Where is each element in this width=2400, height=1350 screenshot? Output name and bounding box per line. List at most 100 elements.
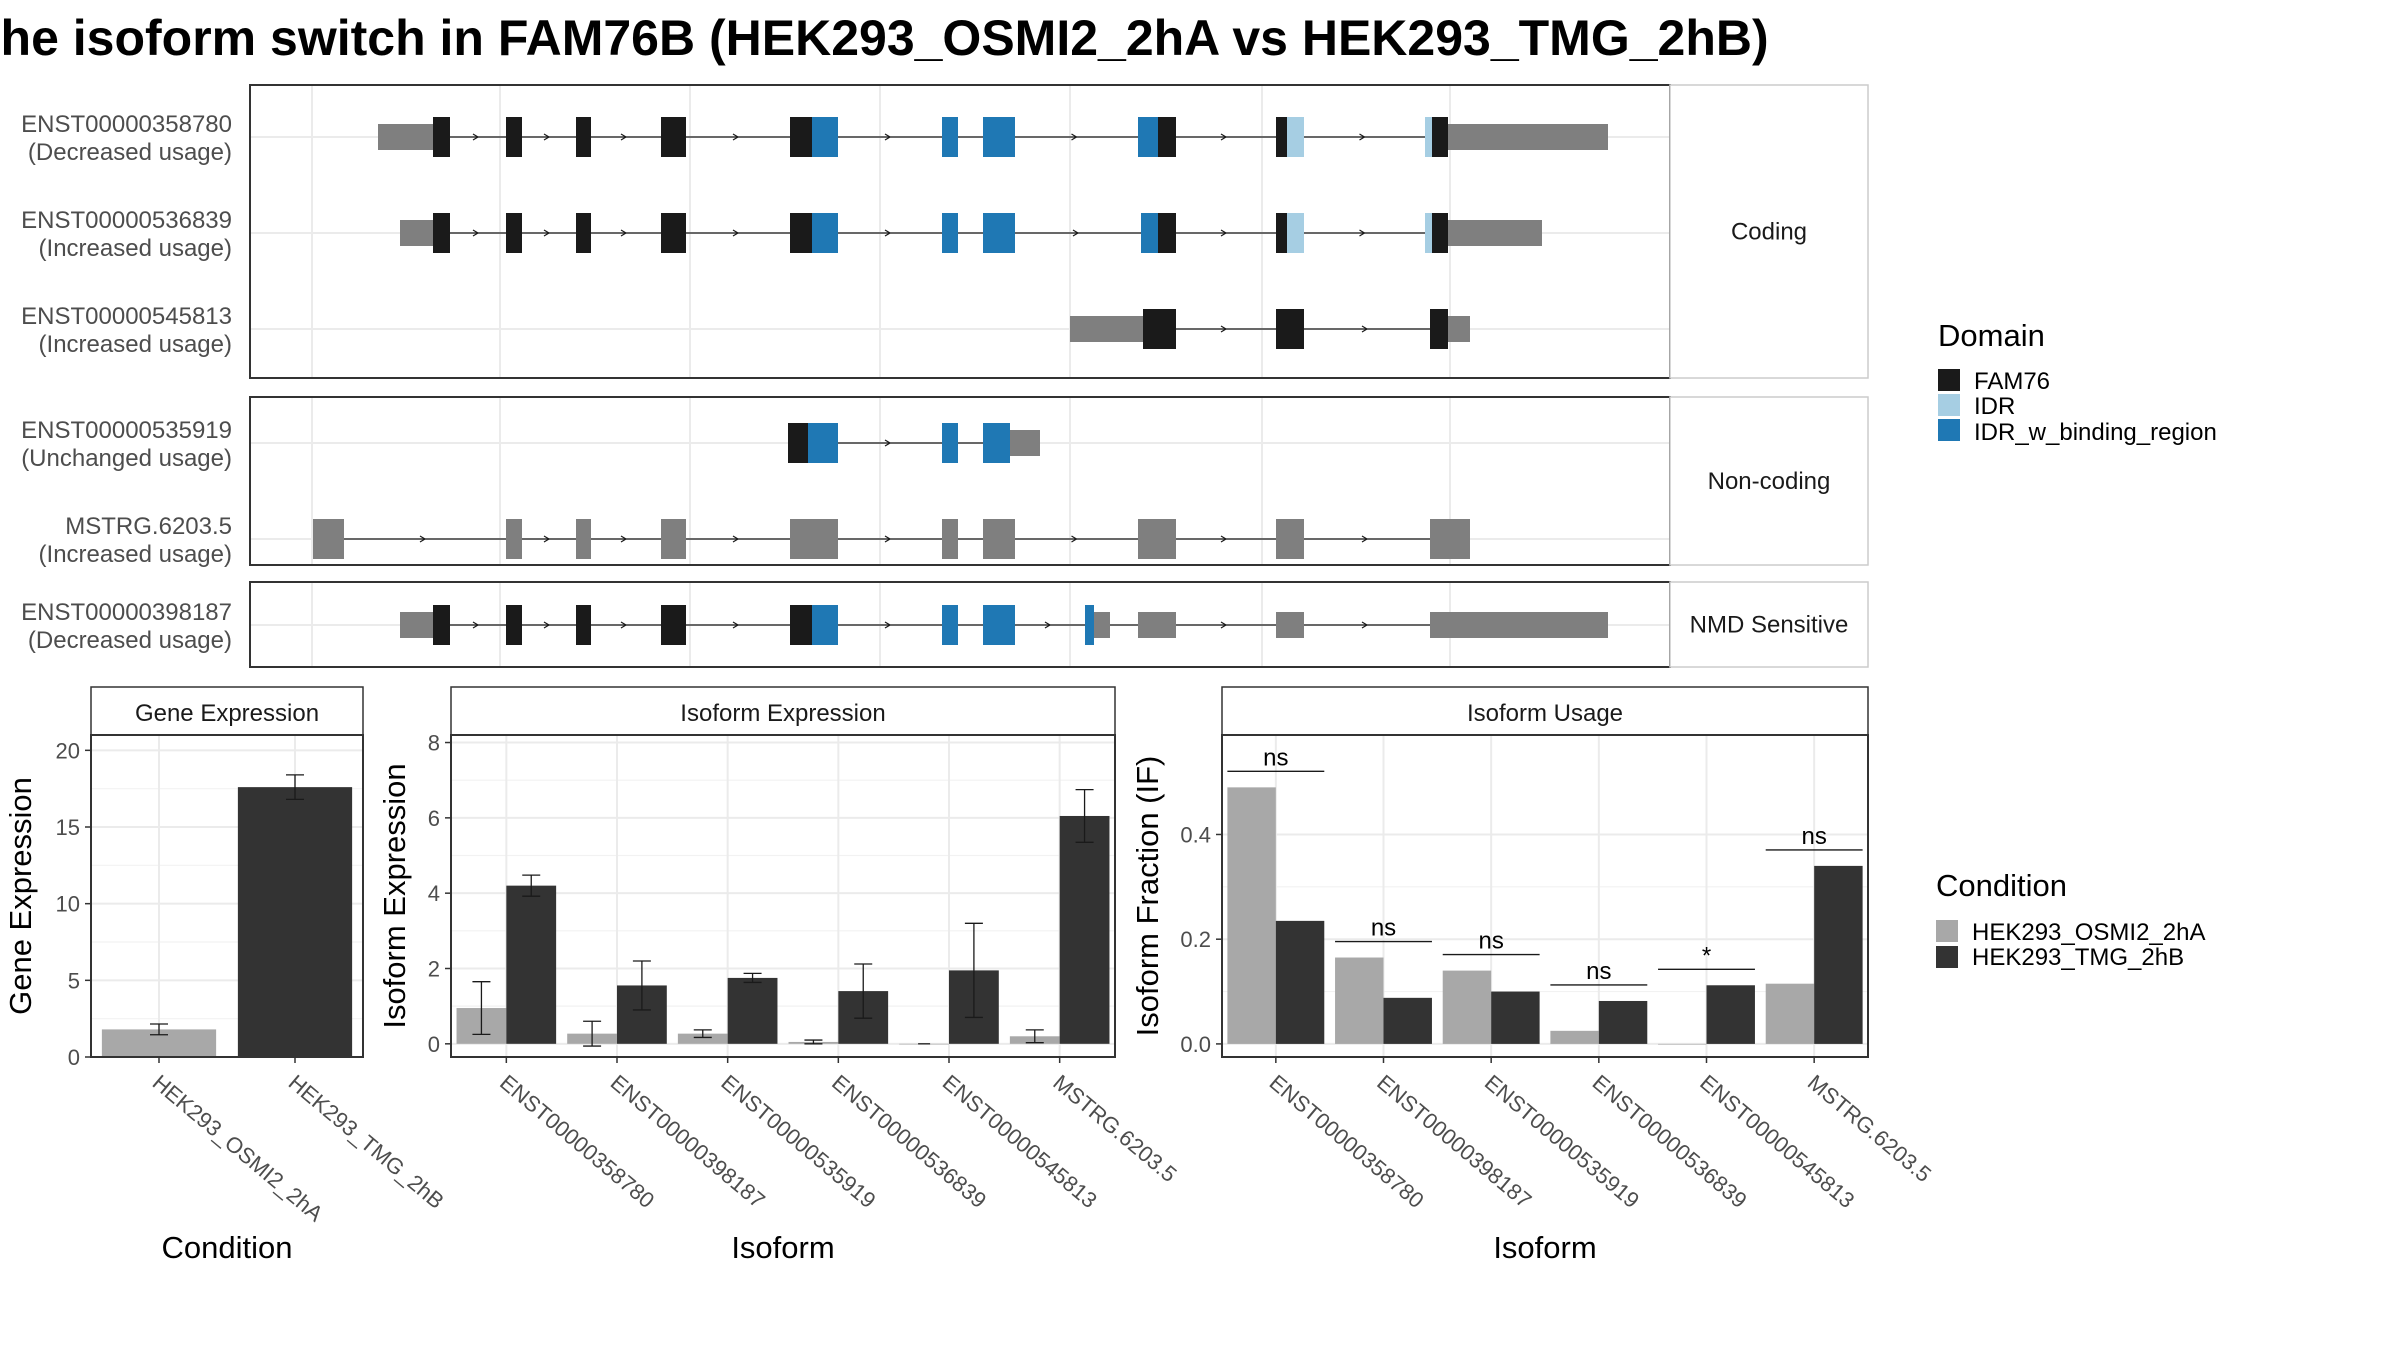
legend-key-tmg xyxy=(1936,946,1958,968)
expression-charts: Gene Expression05101520HEK293_OSMI2_2hAH… xyxy=(3,686,1936,1265)
transcript-id-label: ENST00000398187 xyxy=(21,599,232,626)
x-axis-title: Condition xyxy=(162,1230,293,1265)
exon-FAM76 xyxy=(661,117,686,157)
condition-legend-title: Condition xyxy=(1936,868,2067,903)
exon-FAM76 xyxy=(433,605,450,645)
bar-ENST00000398187-HEK293_OSMI2_2hA xyxy=(1335,957,1384,1044)
exon-FAM76 xyxy=(506,213,522,253)
bar-ENST00000535919-HEK293_OSMI2_2hA xyxy=(677,1033,728,1044)
intron-arrow xyxy=(1220,621,1228,629)
error-bar xyxy=(472,981,491,1036)
exon-IDR xyxy=(1425,117,1432,157)
bar-MSTRG.6203.5-HEK293_TMG_2hB xyxy=(1059,815,1110,1044)
x-axis-title: Isoform xyxy=(1493,1230,1596,1265)
intron-arrow xyxy=(732,621,740,629)
transcript-usage-label: (Unchanged usage) xyxy=(21,445,232,472)
intron-arrow xyxy=(620,133,628,141)
exon-IDR_w_binding_region xyxy=(1085,605,1094,645)
strip-box xyxy=(1669,84,1869,379)
legend-label-idr-binding: IDR_w_binding_region xyxy=(1974,419,2217,446)
error-bar xyxy=(583,1020,602,1047)
legend-label-osmi2: HEK293_OSMI2_2hA xyxy=(1972,919,2205,946)
utr-block xyxy=(1094,612,1110,638)
exon-IDR_w_binding_region xyxy=(942,605,958,645)
intron-arrow xyxy=(620,229,628,237)
strip-label: Coding xyxy=(1731,219,1807,246)
transcript-id-label: MSTRG.6203.5 xyxy=(65,513,232,540)
intron-arrow xyxy=(472,229,480,237)
utr-block xyxy=(790,519,838,559)
domain-legend: Domain FAM76 IDR IDR_w_binding_region xyxy=(1938,318,2217,446)
plot-border xyxy=(90,734,364,1058)
bar-MSTRG.6203.5-HEK293_TMG_2hB xyxy=(1814,865,1863,1044)
intron-arrow xyxy=(1361,325,1369,333)
transcript-MSTRG.6203.5: MSTRG.6203.5(Increased usage) xyxy=(39,513,1470,568)
utr-block xyxy=(1448,220,1458,246)
bar-ENST00000535919-HEK293_OSMI2_2hA xyxy=(1442,970,1492,1044)
y-tick-label: 10 xyxy=(56,892,80,917)
exon-IDR_w_binding_region xyxy=(1141,213,1158,253)
exon-FAM76 xyxy=(1276,309,1304,349)
error-bar xyxy=(693,1029,712,1039)
chart-strip xyxy=(450,686,1116,736)
exon-FAM76 xyxy=(1432,117,1448,157)
utr-block xyxy=(1430,612,1608,638)
error-bar xyxy=(964,922,983,1019)
y-tick-label: 6 xyxy=(428,806,440,831)
chart-1: Isoform Expression02468ENST00000358780EN… xyxy=(377,686,1182,1265)
utr-block xyxy=(942,519,958,559)
utr-block xyxy=(661,519,686,559)
intron-arrow xyxy=(884,229,892,237)
intron-arrow xyxy=(1359,133,1366,141)
plot-border xyxy=(450,734,1116,1058)
error-bar xyxy=(150,1023,168,1036)
y-tick-label: 0 xyxy=(428,1032,440,1057)
exon-IDR_w_binding_region xyxy=(983,117,1015,157)
transcript-id-label: ENST00000358780 xyxy=(21,111,232,138)
intron-arrow xyxy=(1071,535,1078,543)
utr-block xyxy=(1448,316,1470,342)
bar-ENST00000358780-HEK293_OSMI2_2hA xyxy=(1227,787,1276,1044)
utr-block xyxy=(1448,124,1458,150)
intron-arrow xyxy=(732,535,740,543)
transcript-ENST00000398187: ENST00000398187(Decreased usage) xyxy=(21,599,1608,654)
utr-block xyxy=(1138,612,1176,638)
y-tick-label: 4 xyxy=(428,881,440,906)
utr-block xyxy=(400,612,433,638)
y-axis-title: Isoform Fraction (IF) xyxy=(1130,756,1165,1037)
exon-FAM76 xyxy=(661,213,686,253)
transcript-id-label: ENST00000536839 xyxy=(21,207,232,234)
exon-FAM76 xyxy=(576,117,591,157)
strip-label: Non-coding xyxy=(1708,468,1831,495)
transcript-usage-label: (Increased usage) xyxy=(39,541,232,568)
exon-IDR_w_binding_region xyxy=(812,605,838,645)
significance-label: ns xyxy=(1801,823,1826,850)
bar-ENST00000535919-HEK293_TMG_2hB xyxy=(1491,991,1540,1044)
exon-FAM76 xyxy=(506,117,522,157)
figure-title: The isoform switch in FAM76B (HEK293_OSM… xyxy=(0,10,1769,66)
intron-arrow xyxy=(732,229,740,237)
utr-block xyxy=(313,519,344,559)
utr-block xyxy=(1276,519,1304,559)
exon-FAM76 xyxy=(661,605,686,645)
intron-arrow xyxy=(884,535,892,543)
strip-box xyxy=(1669,581,1869,668)
intron-arrow xyxy=(1072,229,1080,237)
y-tick-label: 20 xyxy=(56,738,80,763)
y-tick-label: 0.4 xyxy=(1180,822,1211,847)
intron-arrow xyxy=(620,535,628,543)
exon-FAM76 xyxy=(433,213,450,253)
intron-arrow xyxy=(884,439,892,447)
legend-label-idr: IDR xyxy=(1974,393,2015,420)
error-bar xyxy=(632,960,651,1011)
intron-arrow xyxy=(1220,325,1228,333)
exon-FAM76 xyxy=(576,213,591,253)
x-axis-title: Isoform xyxy=(731,1230,834,1265)
intron-arrow xyxy=(472,133,480,141)
bar-ENST00000535919-HEK293_TMG_2hB xyxy=(727,977,778,1044)
structure-panel: NMD Sensitive ENST00000398187(Decreased u… xyxy=(21,581,1869,668)
intron-arrow xyxy=(1220,535,1228,543)
exon-FAM76 xyxy=(1276,213,1287,253)
